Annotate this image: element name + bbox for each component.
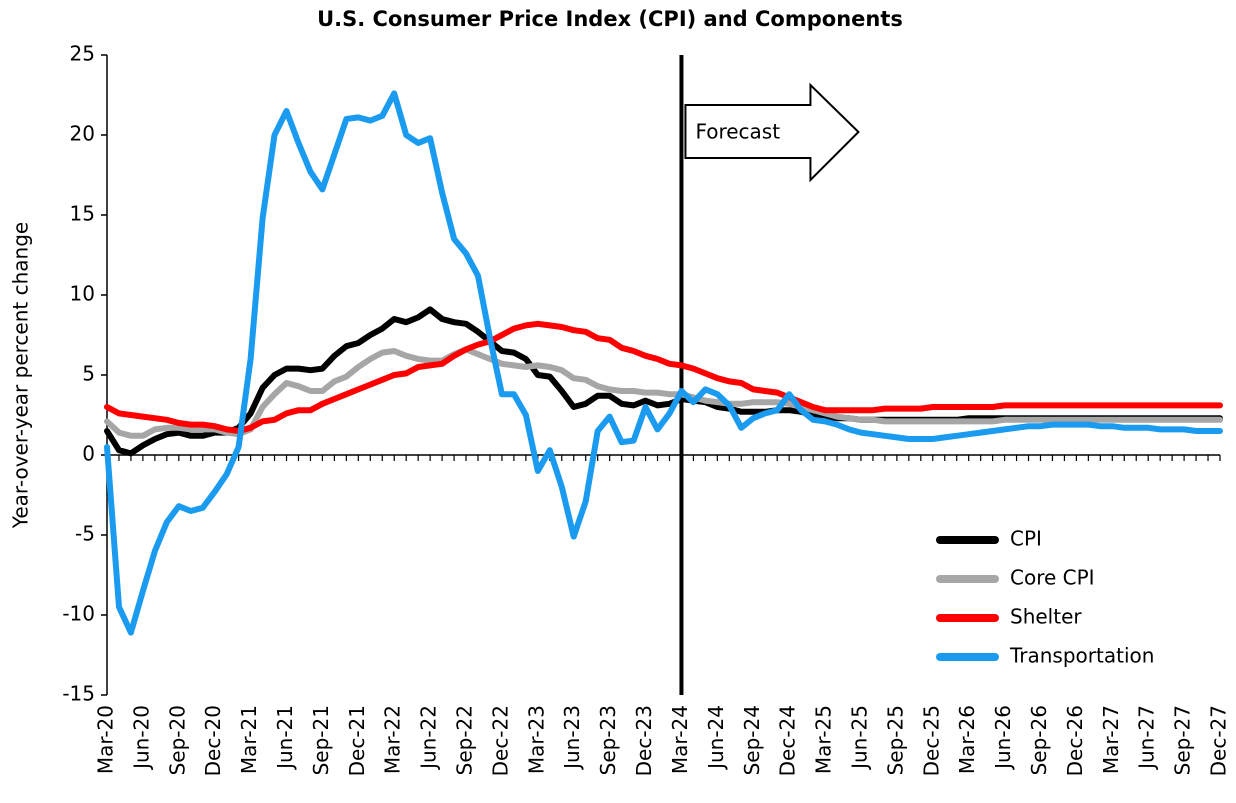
- x-tick-label: Jun-24: [704, 705, 728, 771]
- x-tick-label: Dec-25: [919, 705, 943, 776]
- x-tick-label: Sep-26: [1027, 705, 1051, 775]
- y-tick-label: 5: [82, 362, 95, 386]
- y-tick-label: -10: [62, 602, 95, 626]
- x-tick-label: Mar-22: [381, 705, 405, 774]
- x-tick-label: Jun-23: [560, 705, 584, 771]
- x-tick-label: Sep-21: [309, 705, 333, 775]
- x-tick-label: Sep-25: [883, 705, 907, 775]
- forecast-arrow: [684, 82, 860, 183]
- y-axis-label: Year-over-year percent change: [9, 222, 33, 529]
- x-tick-label: Mar-23: [524, 705, 548, 774]
- legend-label: Shelter: [1010, 605, 1082, 629]
- y-tick-label: 15: [70, 202, 95, 226]
- x-tick-label: Dec-23: [632, 705, 656, 776]
- x-tick-label: Jun-20: [129, 705, 153, 771]
- series-line: [104, 346, 1223, 439]
- x-tick-label: Dec-21: [345, 705, 369, 776]
- y-tick-label: 0: [82, 442, 95, 466]
- x-tick-label: Mar-27: [1099, 705, 1123, 774]
- x-tick-label: Sep-24: [740, 705, 764, 775]
- x-tick-label: Mar-25: [812, 705, 836, 774]
- series-line: [104, 320, 1223, 434]
- x-tick-label: Sep-27: [1171, 705, 1195, 775]
- y-tick-label: 20: [70, 122, 95, 146]
- chart-title: U.S. Consumer Price Index (CPI) and Comp…: [317, 7, 903, 31]
- y-tick-label: -15: [62, 682, 95, 706]
- legend-label: Transportation: [1009, 644, 1154, 668]
- y-tick-label: -5: [75, 522, 95, 546]
- forecast-label: Forecast: [695, 120, 780, 144]
- x-tick-label: Dec-26: [1063, 705, 1087, 776]
- x-tick-label: Dec-27: [1207, 705, 1231, 776]
- legend-label: CPI: [1010, 527, 1042, 551]
- y-tick-label: 25: [70, 42, 95, 66]
- x-tick-label: Jun-27: [1135, 705, 1159, 771]
- legend-label: Core CPI: [1010, 566, 1095, 590]
- x-tick-label: Dec-20: [201, 705, 225, 776]
- x-tick-label: Mar-20: [94, 705, 118, 774]
- x-tick-label: Mar-26: [955, 705, 979, 774]
- x-tick-label: Sep-22: [453, 705, 477, 775]
- x-tick-label: Mar-21: [237, 705, 261, 774]
- series-line: [104, 306, 1223, 457]
- x-tick-label: Jun-22: [417, 705, 441, 771]
- x-tick-label: Jun-25: [847, 705, 871, 771]
- x-tick-label: Jun-26: [991, 705, 1015, 771]
- x-tick-label: Sep-23: [596, 705, 620, 775]
- x-tick-label: Sep-20: [165, 705, 189, 775]
- series-line: [104, 90, 1223, 636]
- x-tick-label: Mar-24: [668, 705, 692, 774]
- x-tick-label: Dec-22: [488, 705, 512, 776]
- x-tick-label: Dec-24: [776, 705, 800, 776]
- y-tick-label: 10: [70, 282, 95, 306]
- x-tick-label: Jun-21: [273, 705, 297, 771]
